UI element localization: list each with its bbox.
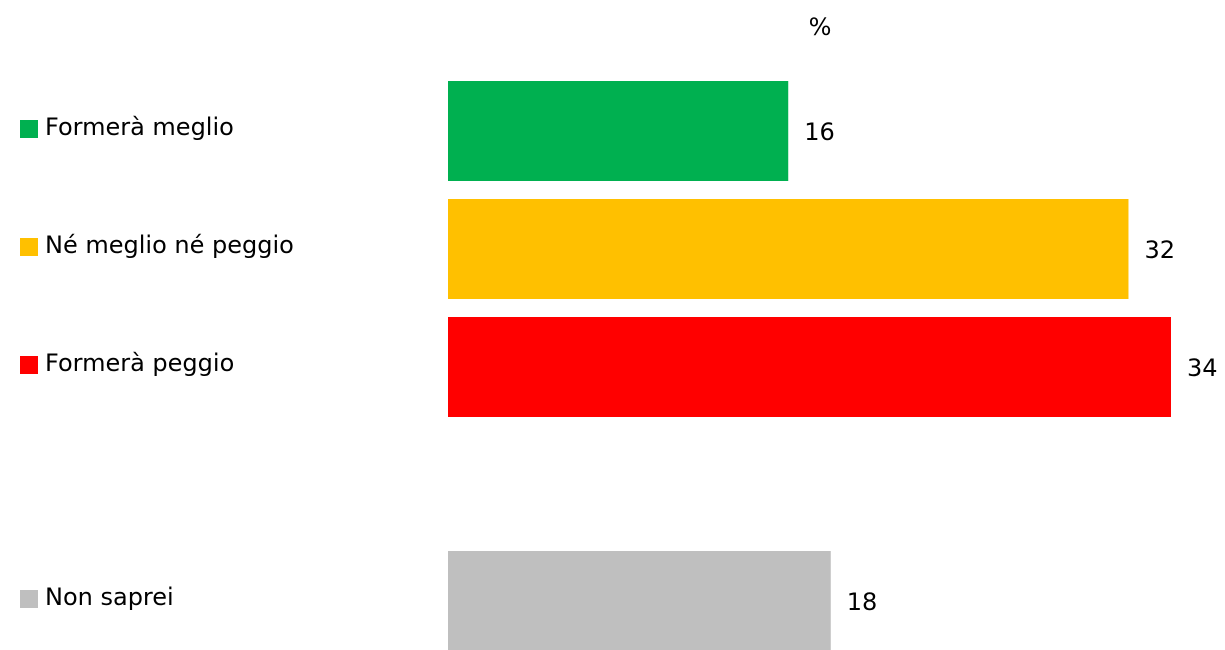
bar <box>448 317 1171 417</box>
chart-title: % <box>809 13 832 41</box>
bar <box>448 551 831 650</box>
legend-swatch <box>20 590 38 608</box>
category-label: Formerà meglio <box>45 113 234 141</box>
category-label: Non saprei <box>45 583 174 611</box>
bar <box>448 81 789 181</box>
legend-swatch <box>20 356 38 374</box>
category-label: Né meglio né peggio <box>45 231 294 259</box>
value-label: 16 <box>804 118 835 146</box>
legend-swatch <box>20 120 38 138</box>
category-label: Formerà peggio <box>45 349 234 377</box>
value-label: 18 <box>847 588 878 616</box>
value-label: 32 <box>1144 236 1175 264</box>
value-label: 34 <box>1187 354 1218 382</box>
bar <box>448 199 1129 299</box>
legend-swatch <box>20 238 38 256</box>
